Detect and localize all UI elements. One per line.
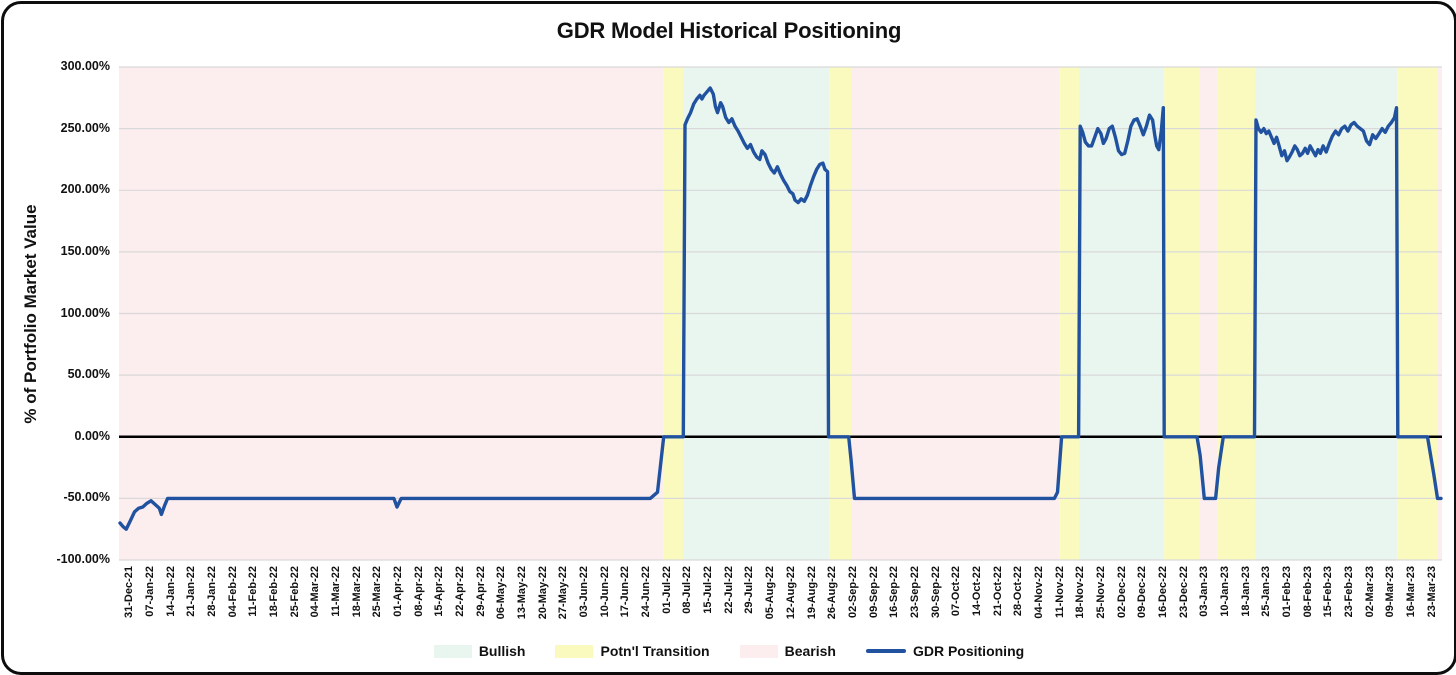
x-axis-tick-label: 08-Feb-23 — [1301, 566, 1314, 618]
transition-swatch-icon — [555, 644, 594, 658]
legend-label: GDR Positioning — [912, 643, 1025, 659]
line-swatch-icon — [865, 648, 906, 654]
y-axis-tick-label: 50.00% — [67, 367, 110, 382]
x-axis-tick-label: 03-Jan-23 — [1198, 566, 1211, 617]
y-axis-tick-label: -100.00% — [56, 552, 110, 566]
x-axis-tick-label: 23-Sep-22 — [908, 566, 921, 618]
bearish-swatch-icon — [739, 644, 778, 658]
x-axis-tick-label: 23-Dec-22 — [1177, 566, 1190, 618]
x-axis-tick-label: 16-Dec-22 — [1156, 566, 1169, 618]
x-axis-tick-label: 04-Mar-22 — [309, 566, 322, 618]
x-axis-tick-label: 07-Jan-22 — [144, 566, 156, 617]
x-axis-tick-label: 14-Oct-22 — [970, 566, 983, 617]
x-axis-tick-label: 11-Feb-22 — [247, 566, 260, 617]
chart-title: GDR Model Historical Positioning — [556, 18, 902, 43]
x-axis-tick-label: 08-Jul-22 — [681, 566, 694, 614]
x-axis-tick-label: 25-Jan-23 — [1260, 566, 1273, 617]
y-axis-tick-label: 0.00% — [74, 428, 110, 443]
x-axis-tick-label: 23-Mar-23 — [1425, 566, 1438, 618]
x-axis-tick-label: 04-Feb-22 — [226, 566, 239, 618]
x-axis-tick-label: 12-Aug-22 — [784, 566, 797, 620]
x-axis-tick-label: 29-Apr-22 — [474, 566, 487, 617]
y-axis-tick-label: 250.00% — [60, 120, 110, 135]
x-axis-tick-label: 28-Oct-22 — [1012, 566, 1025, 617]
bullish-swatch-icon — [433, 644, 472, 658]
x-axis-tick-label: 02-Dec-22 — [1115, 566, 1128, 618]
x-axis-tick-label: 11-Nov-22 — [1053, 566, 1066, 618]
x-axis-tick-label: 25-Nov-22 — [1094, 566, 1107, 619]
y-axis-tick-label: 200.00% — [60, 182, 110, 197]
x-axis-tick-label: 23-Feb-23 — [1342, 566, 1355, 618]
x-axis-tick-label: 13-May-22 — [516, 566, 529, 620]
legend-item-bullish: Bullish — [433, 643, 526, 659]
x-axis-tick-label: 15-Jul-22 — [702, 566, 715, 614]
x-axis-tick-label: 25-Feb-22 — [288, 566, 301, 618]
x-axis-tick-label: 16-Mar-23 — [1404, 566, 1417, 618]
x-axis-tick-label: 06-May-22 — [495, 566, 508, 620]
x-axis-tick-label: 10-Jun-22 — [598, 566, 611, 618]
x-axis-tick-label: 11-Mar-22 — [330, 566, 343, 617]
y-axis-tick-label: -50.00% — [63, 490, 110, 505]
x-axis-tick-label: 20-May-22 — [536, 566, 549, 620]
x-axis-tick-label: 30-Sep-22 — [929, 566, 942, 618]
x-axis-tick-label: 28-Jan-22 — [206, 566, 219, 617]
chart-legend: Bullish Potn'l Transition Bearish GDR Po… — [4, 643, 1454, 659]
x-axis-tick-label: 17-Jun-22 — [619, 566, 632, 618]
legend-item-gdr-positioning: GDR Positioning — [865, 643, 1025, 659]
y-axis-tick-label: 150.00% — [60, 243, 110, 258]
x-axis-tick-label: 15-Feb-23 — [1322, 566, 1335, 618]
x-axis-tick-label: 09-Mar-23 — [1384, 566, 1397, 618]
x-axis-tick-label: 24-Jun-22 — [640, 566, 653, 618]
legend-label: Potn'l Transition — [600, 643, 710, 659]
x-axis-tick-label: 19-Aug-22 — [805, 566, 818, 620]
x-axis-tick-label: 08-Apr-22 — [412, 566, 425, 617]
x-axis-tick-label: 29-Jul-22 — [743, 566, 756, 614]
x-axis-tick-label: 15-Apr-22 — [433, 566, 446, 617]
x-axis-tick-label: 05-Aug-22 — [764, 566, 777, 620]
x-axis-tick-label: 02-Mar-23 — [1363, 566, 1376, 618]
x-axis-tick-label: 22-Jul-22 — [722, 566, 735, 614]
x-axis-tick-label: 03-Jun-22 — [578, 566, 591, 618]
x-axis-tick-label: 14-Jan-22 — [164, 566, 177, 617]
x-axis-tick-label: 18-Nov-22 — [1074, 566, 1087, 619]
gdr-positioning-line — [118, 86, 1443, 531]
x-axis-tick-label: 21-Oct-22 — [991, 566, 1004, 617]
legend-item-transition: Potn'l Transition — [555, 643, 710, 659]
x-axis-tick-label: 02-Sep-22 — [846, 566, 859, 618]
x-axis-tick-label: 07-Oct-22 — [950, 566, 963, 617]
x-axis-tick-label: 01-Feb-23 — [1280, 566, 1293, 618]
plot-area: 300.00% 250.00% 200.00% 150.00% 100.00% 50.00… — [4, 4, 1454, 672]
legend-label: Bearish — [784, 643, 836, 659]
x-axis-tick-label: 18-Jan-23 — [1239, 566, 1252, 617]
x-axis-tick-label: 18-Mar-22 — [350, 566, 363, 618]
x-axis-tick-label: 25-Mar-22 — [371, 566, 384, 618]
x-axis-tick-label: 16-Sep-22 — [888, 566, 901, 618]
y-axis-tick-label: 300.00% — [60, 59, 110, 73]
x-axis-tick-label: 22-Apr-22 — [454, 566, 467, 617]
x-axis-tick-label: 09-Dec-22 — [1136, 566, 1149, 618]
x-axis-tick-label: 09-Sep-22 — [867, 566, 880, 618]
x-axis-tick-label: 01-Apr-22 — [392, 566, 405, 617]
x-axis-tick-label: 26-Aug-22 — [826, 566, 839, 620]
y-axis-tick-label: 100.00% — [60, 305, 110, 320]
legend-item-bearish: Bearish — [739, 643, 836, 659]
x-axis-tick-label: 10-Jan-23 — [1218, 566, 1231, 617]
x-axis-tick-label: 18-Feb-22 — [268, 566, 281, 618]
x-axis-tick-label: 01-Jul-22 — [660, 566, 673, 614]
x-axis-tick-label: 04-Nov-22 — [1032, 566, 1045, 619]
x-axis-tick-label: 21-Jan-22 — [185, 566, 198, 617]
legend-label: Bullish — [478, 643, 526, 659]
x-axis-tick-label: 27-May-22 — [557, 566, 570, 620]
chart-canvas — [118, 66, 1443, 561]
x-axis-tick-label: 31-Dec-21 — [123, 566, 136, 618]
